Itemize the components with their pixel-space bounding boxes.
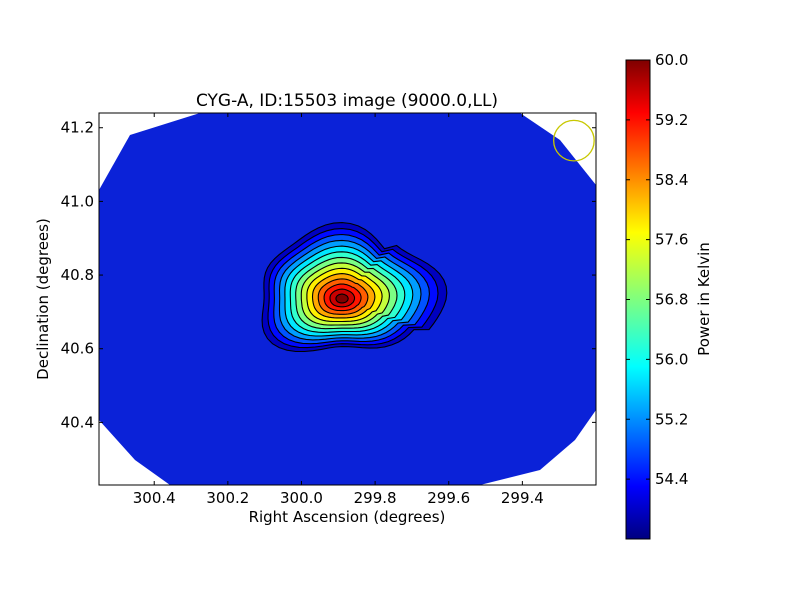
contour-line bbox=[261, 222, 448, 353]
contour-line bbox=[323, 283, 362, 312]
y-tick-label: 40.8 bbox=[61, 266, 94, 284]
colorbar-tick-label: 56.0 bbox=[655, 350, 688, 368]
beam-marker bbox=[553, 119, 595, 162]
y-axis: 40.4 40.6 40.8 41.0 41.2 bbox=[61, 119, 596, 431]
contour-line bbox=[300, 262, 390, 326]
colorbar-tick-label: 55.2 bbox=[655, 410, 688, 428]
y-tick-label: 41.2 bbox=[61, 119, 94, 137]
plot-frame bbox=[98, 112, 597, 486]
colorbar-tick-label: 58.4 bbox=[655, 171, 688, 189]
contour-lines bbox=[261, 222, 448, 353]
y-tick-label: 41.0 bbox=[61, 192, 94, 210]
colorbar: 54.4 55.2 56.0 56.8 57.6 58.4 59.2 60.0 Power i… bbox=[625, 51, 713, 540]
plot-area bbox=[98, 112, 597, 486]
contour-fill bbox=[335, 294, 349, 303]
contour-line bbox=[289, 251, 406, 333]
contour-line bbox=[278, 239, 422, 341]
contour-line bbox=[273, 233, 430, 345]
colorbar-tick-label: 60.0 bbox=[655, 51, 688, 69]
contour-line bbox=[311, 273, 376, 319]
x-tick-label: 299.8 bbox=[354, 489, 397, 507]
contour-line bbox=[335, 293, 349, 304]
contour-line bbox=[329, 288, 356, 308]
x-axis: 300.4 300.2 300.0 299.8 299.6 299.4 bbox=[133, 113, 544, 507]
chart-title: CYG-A, ID:15503 image (9000.0,LL) bbox=[196, 91, 498, 111]
y-tick-label: 40.4 bbox=[61, 413, 94, 431]
x-tick-label: 299.6 bbox=[427, 489, 470, 507]
x-axis-label: Right Ascension (degrees) bbox=[249, 508, 446, 526]
x-tick-label: 300.4 bbox=[133, 489, 176, 507]
contour-line bbox=[317, 278, 369, 315]
x-tick-label: 300.2 bbox=[206, 489, 249, 507]
colorbar-label: Power in Kelvin bbox=[695, 242, 713, 356]
colorbar-tick-label: 59.2 bbox=[655, 111, 688, 129]
contour-line bbox=[306, 267, 383, 323]
contour-line bbox=[295, 256, 398, 330]
y-axis-label: Declination (degrees) bbox=[34, 218, 52, 380]
x-tick-label: 299.4 bbox=[501, 489, 544, 507]
colorbar-tick-label: 54.4 bbox=[655, 470, 688, 488]
colorbar-tick-label: 57.6 bbox=[655, 231, 688, 249]
contour-line bbox=[284, 245, 414, 337]
colorbar-tick-label: 56.8 bbox=[655, 291, 688, 309]
x-tick-label: 300.0 bbox=[280, 489, 323, 507]
y-tick-label: 40.6 bbox=[61, 340, 94, 358]
contour-line bbox=[267, 228, 439, 349]
